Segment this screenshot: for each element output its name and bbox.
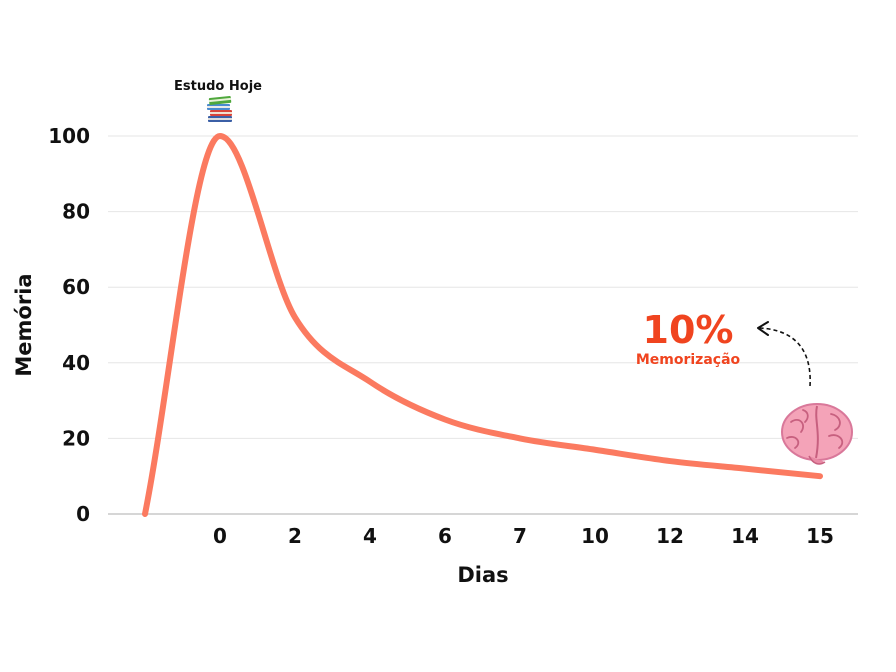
y-axis-label: Memória	[12, 273, 36, 376]
y-tick-label: 80	[62, 200, 90, 224]
y-tick-label: 20	[62, 426, 90, 450]
memory-curve	[142, 133, 823, 517]
grid-lines	[108, 135, 858, 439]
y-tick-labels: 0 20 40 60 80 100	[48, 124, 90, 526]
x-tick-label: 12	[656, 524, 684, 548]
x-tick-label: 15	[806, 524, 834, 548]
x-tick-label: 2	[288, 524, 302, 548]
peak-annotation-label: Estudo Hoje	[174, 79, 262, 94]
x-tick-label: 0	[213, 524, 227, 548]
y-tick-label: 40	[62, 351, 90, 375]
end-value-sublabel: Memorização	[636, 352, 741, 368]
y-tick-label: 60	[62, 275, 90, 299]
y-tick-label: 100	[48, 124, 90, 148]
x-tick-labels: 0 2 4 6 7 10 12 14 15	[213, 524, 834, 548]
x-tick-label: 6	[438, 524, 452, 548]
x-axis-label: Dias	[457, 563, 508, 587]
x-tick-label: 10	[581, 524, 609, 548]
books-icon	[207, 95, 232, 122]
x-tick-label: 4	[363, 524, 377, 548]
brain-icon	[781, 403, 853, 465]
y-tick-label: 0	[76, 502, 90, 526]
x-tick-label: 14	[731, 524, 759, 548]
x-tick-label: 7	[513, 524, 527, 548]
end-value-label: 10%	[643, 308, 734, 352]
curved-arrow-icon	[757, 321, 811, 387]
